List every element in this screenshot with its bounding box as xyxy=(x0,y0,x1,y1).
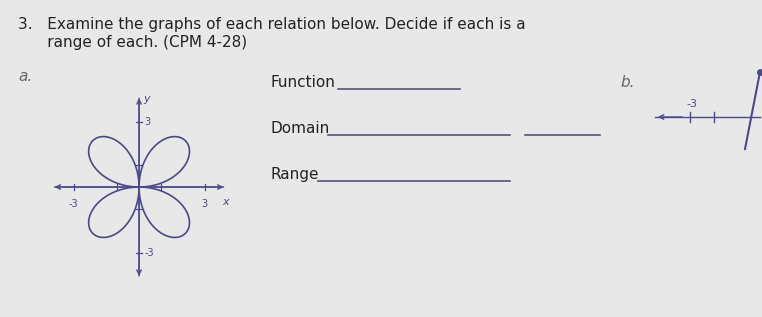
Text: -3: -3 xyxy=(145,248,154,257)
Text: Domain: Domain xyxy=(270,121,329,136)
Text: 3: 3 xyxy=(145,117,151,126)
Text: Range: Range xyxy=(270,167,319,182)
Text: 3: 3 xyxy=(201,199,207,209)
Text: -3: -3 xyxy=(69,199,78,209)
Text: 3.   Examine the graphs of each relation below. Decide if each is a: 3. Examine the graphs of each relation b… xyxy=(18,17,526,32)
Text: a.: a. xyxy=(18,69,32,84)
Text: y: y xyxy=(143,94,149,104)
Text: Function: Function xyxy=(270,75,335,90)
Text: x: x xyxy=(222,197,229,207)
Text: range of each. (CPM 4-28): range of each. (CPM 4-28) xyxy=(18,35,247,50)
Text: b.: b. xyxy=(620,75,635,90)
Text: -3: -3 xyxy=(687,99,697,109)
